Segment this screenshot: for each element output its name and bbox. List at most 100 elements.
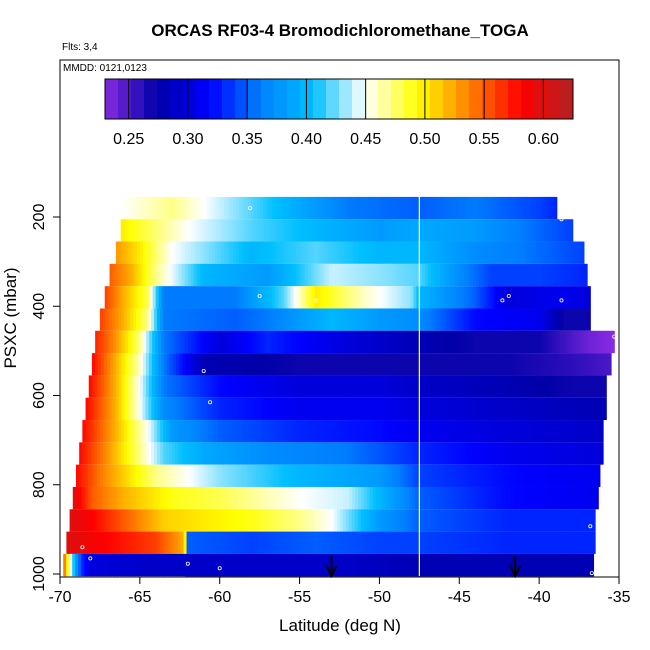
heatmap-cell	[559, 241, 564, 264]
heatmap-cell	[541, 196, 546, 220]
heatmap-cell	[251, 196, 255, 220]
heatmap-cell	[141, 219, 146, 242]
heatmap-cell	[318, 509, 323, 532]
heatmap-cell	[148, 241, 153, 264]
heatmap-cell	[144, 531, 149, 554]
colorbar-segment	[508, 79, 522, 119]
heatmap-cell	[429, 219, 433, 242]
heatmap-cell	[198, 486, 203, 510]
heatmap-cell	[127, 308, 131, 331]
heatmap-cell	[600, 375, 604, 398]
heatmap-cell	[359, 375, 364, 398]
heatmap-cell	[492, 509, 497, 532]
heatmap-cell	[195, 442, 200, 465]
heatmap-cell	[199, 308, 203, 331]
heatmap-cell	[300, 486, 305, 510]
heatmap-cell	[423, 219, 427, 242]
heatmap-cell	[237, 531, 242, 554]
heatmap-cell	[187, 263, 192, 287]
heatmap-cell	[268, 397, 272, 421]
heatmap-cell	[364, 196, 369, 220]
heatmap-cell	[436, 353, 441, 376]
heatmap-cell	[391, 196, 396, 220]
heatmap-cell	[566, 308, 570, 331]
heatmap-cell	[534, 509, 539, 532]
heatmap-cell	[125, 286, 130, 309]
heatmap-cell	[391, 241, 396, 264]
heatmap-cell	[424, 263, 429, 287]
heatmap-cell	[250, 353, 255, 376]
heatmap-cell	[563, 219, 568, 242]
heatmap-cell	[391, 353, 396, 376]
heatmap-cell	[436, 196, 441, 220]
colorbar-segment	[144, 79, 158, 119]
heatmap-cell	[526, 486, 530, 510]
heatmap-cell	[345, 509, 350, 532]
heatmap-cell	[295, 241, 300, 264]
heatmap-cell	[572, 330, 576, 354]
heatmap-cell	[300, 509, 305, 532]
heatmap-cell	[299, 196, 303, 220]
heatmap-cell	[244, 308, 248, 331]
heatmap-cell	[507, 464, 511, 487]
heatmap-cell	[521, 553, 526, 577]
heatmap-cell	[169, 420, 173, 443]
heatmap-cell	[227, 286, 232, 309]
heatmap-cell	[221, 375, 225, 398]
heatmap-cell	[130, 308, 134, 331]
heatmap-cell	[150, 509, 155, 532]
heatmap-cell	[269, 375, 273, 398]
heatmap-cell	[248, 553, 253, 577]
heatmap-cell	[391, 263, 396, 287]
heatmap-cell	[151, 442, 155, 465]
heatmap-cell	[442, 196, 447, 220]
heatmap-cell	[511, 196, 516, 220]
heatmap-cell	[290, 375, 294, 398]
heatmap-cell	[491, 353, 495, 376]
heatmap-cell	[464, 375, 469, 398]
heatmap-cell	[185, 286, 190, 309]
heatmap-cell	[182, 286, 187, 309]
colorbar-segment	[482, 79, 496, 119]
heatmap-cell	[451, 263, 456, 287]
heatmap-cell	[239, 330, 243, 354]
heatmap-cell	[87, 509, 92, 532]
heatmap-cell	[509, 375, 514, 398]
heatmap-cell	[441, 420, 446, 443]
heatmap-cell	[554, 330, 558, 354]
heatmap-cell	[460, 353, 465, 376]
heatmap-cell	[246, 420, 251, 443]
heatmap-cell	[567, 375, 571, 398]
y-tick-label: 1000	[31, 556, 48, 592]
heatmap-cell	[594, 442, 598, 465]
heatmap-cell	[254, 375, 258, 398]
heatmap-cell	[583, 486, 587, 510]
heatmap-cell	[225, 509, 230, 532]
heatmap-cell	[361, 353, 366, 376]
heatmap-cell	[175, 263, 180, 287]
heatmap-cell	[548, 330, 552, 354]
heatmap-cell	[157, 442, 161, 465]
heatmap-cell	[350, 286, 355, 309]
heatmap-cell	[461, 375, 466, 398]
colorbar-segment	[287, 79, 301, 119]
heatmap-cell	[159, 553, 163, 577]
heatmap-cell	[203, 330, 207, 354]
heatmap-cell	[462, 531, 467, 554]
heatmap-cell	[484, 263, 489, 287]
heatmap-cell	[150, 219, 155, 242]
heatmap-cell	[172, 263, 177, 287]
heatmap-cell	[400, 353, 405, 376]
heatmap-cell	[465, 509, 470, 532]
heatmap-cell	[503, 286, 507, 309]
heatmap-cell	[141, 509, 146, 532]
heatmap-cell	[193, 308, 197, 331]
heatmap-cell	[317, 286, 322, 309]
heatmap-cell	[441, 464, 445, 487]
heatmap-cell	[284, 553, 289, 577]
heatmap-cell	[330, 219, 334, 242]
heatmap-cell	[231, 219, 236, 242]
heatmap-cell	[584, 263, 588, 287]
heatmap-cell	[402, 509, 407, 532]
heatmap-cell	[277, 263, 282, 287]
